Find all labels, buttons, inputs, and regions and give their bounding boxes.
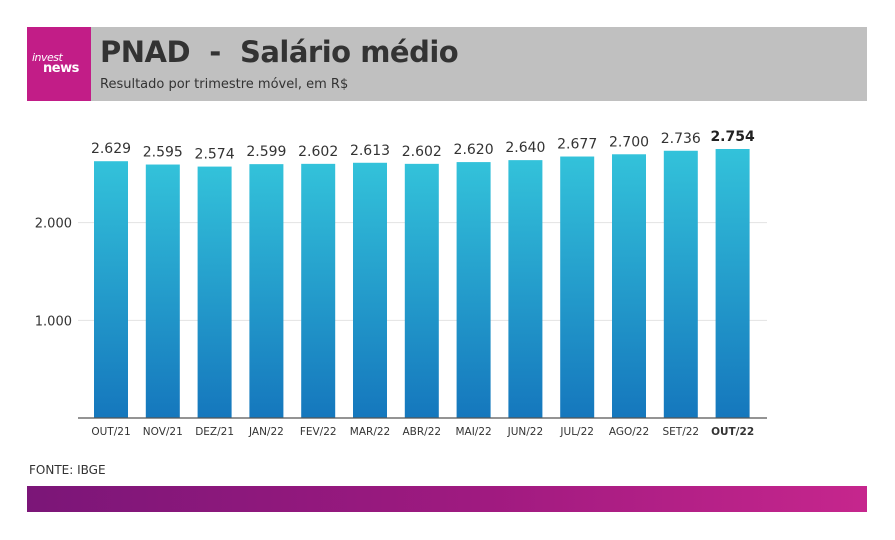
x-axis: OUT/21 NOV/21 DEZ/21 JAN/22 FEV/22 MAR/22 ABR/…	[78, 417, 767, 438]
x-tick-label: SET/22	[662, 426, 699, 438]
x-tick-label: ABR/22	[403, 426, 442, 438]
bars	[94, 149, 750, 418]
value-labels: 2.629 2.595 2.574 2.599 2.602 2.613 2.602 2.620…	[91, 129, 755, 163]
bar	[456, 162, 491, 418]
bar-value-label: 2.602	[298, 144, 338, 160]
header-banner: invest news PNAD - Salário médio Resulta…	[27, 27, 867, 101]
bar	[301, 163, 336, 418]
bar	[560, 156, 595, 418]
source-note: FONTE: IBGE	[29, 463, 106, 477]
footer-gradient-bar	[27, 486, 867, 512]
x-tick-label: AGO/22	[609, 426, 649, 438]
investnews-logo: invest news	[27, 27, 91, 101]
logo-text-news: news	[43, 61, 79, 76]
bar-value-label: 2.602	[402, 144, 442, 160]
chart-subtitle: Resultado por trimestre móvel, em R$	[100, 77, 349, 92]
bar-value-label: 2.700	[609, 134, 649, 150]
bar	[663, 150, 698, 418]
bar	[612, 154, 646, 418]
bar-value-label: 2.599	[246, 144, 286, 160]
x-tick-label: OUT/22	[711, 426, 754, 438]
bar-value-label: 2.613	[350, 143, 390, 159]
bar	[145, 164, 180, 418]
x-tick-label: DEZ/21	[195, 426, 234, 438]
bar	[353, 162, 387, 418]
bar-value-label: 2.595	[143, 145, 183, 161]
bar-value-label: 2.620	[454, 142, 494, 158]
bar	[508, 160, 543, 418]
bar-value-label: 2.640	[505, 140, 545, 156]
bar	[94, 161, 128, 418]
bar-value-label: 2.754	[710, 129, 755, 145]
bar-value-label: 2.574	[195, 147, 235, 163]
chart-title: PNAD - Salário médio	[100, 35, 459, 69]
bar	[197, 166, 232, 418]
bar-value-label: 2.629	[91, 141, 131, 157]
y-axis: 1.000 2.000	[35, 217, 72, 330]
x-tick-label: MAR/22	[350, 426, 390, 438]
bar	[715, 149, 750, 418]
x-tick-label: JAN/22	[248, 426, 284, 438]
bar	[249, 164, 284, 418]
x-tick-label: JUN/22	[507, 426, 544, 438]
y-tick-label: 1.000	[35, 314, 72, 329]
bar-value-label: 2.677	[557, 137, 597, 153]
x-tick-label: NOV/21	[143, 426, 183, 438]
y-tick-label: 2.000	[35, 217, 72, 232]
logo-text-invest: invest	[32, 51, 63, 64]
bar-value-label: 2.736	[661, 131, 701, 147]
x-tick-label: OUT/21	[91, 426, 130, 438]
x-tick-label: MAI/22	[455, 426, 491, 438]
bar	[404, 163, 439, 418]
x-tick-label: JUL/22	[559, 426, 594, 438]
x-tick-label: FEV/22	[300, 426, 337, 438]
